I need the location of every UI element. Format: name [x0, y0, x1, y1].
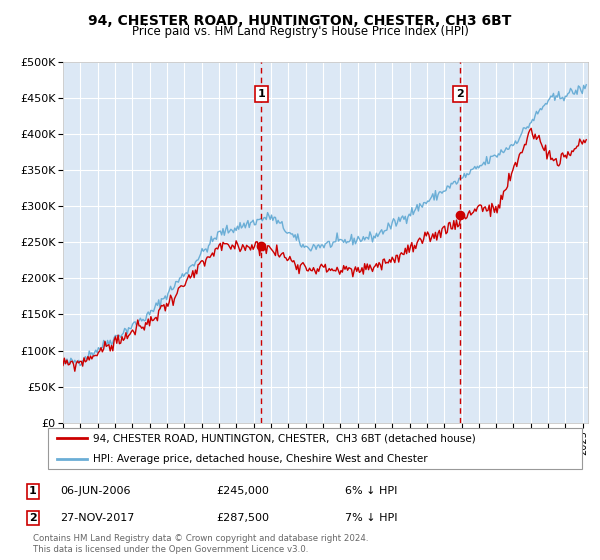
Text: This data is licensed under the Open Government Licence v3.0.: This data is licensed under the Open Gov… [33, 545, 308, 554]
Text: 7% ↓ HPI: 7% ↓ HPI [345, 513, 398, 523]
Text: 1: 1 [29, 486, 37, 496]
Text: £245,000: £245,000 [216, 486, 269, 496]
Text: 06-JUN-2006: 06-JUN-2006 [60, 486, 131, 496]
Text: 6% ↓ HPI: 6% ↓ HPI [345, 486, 397, 496]
Text: 2: 2 [29, 513, 37, 523]
Text: Price paid vs. HM Land Registry's House Price Index (HPI): Price paid vs. HM Land Registry's House … [131, 25, 469, 38]
Text: 1: 1 [257, 89, 265, 99]
Text: 94, CHESTER ROAD, HUNTINGTON, CHESTER,  CH3 6BT (detached house): 94, CHESTER ROAD, HUNTINGTON, CHESTER, C… [93, 433, 476, 444]
Text: £287,500: £287,500 [216, 513, 269, 523]
Text: 27-NOV-2017: 27-NOV-2017 [60, 513, 134, 523]
Text: 94, CHESTER ROAD, HUNTINGTON, CHESTER, CH3 6BT: 94, CHESTER ROAD, HUNTINGTON, CHESTER, C… [88, 14, 512, 28]
Text: 2: 2 [456, 89, 464, 99]
Text: HPI: Average price, detached house, Cheshire West and Chester: HPI: Average price, detached house, Ches… [93, 454, 428, 464]
Text: Contains HM Land Registry data © Crown copyright and database right 2024.: Contains HM Land Registry data © Crown c… [33, 534, 368, 543]
